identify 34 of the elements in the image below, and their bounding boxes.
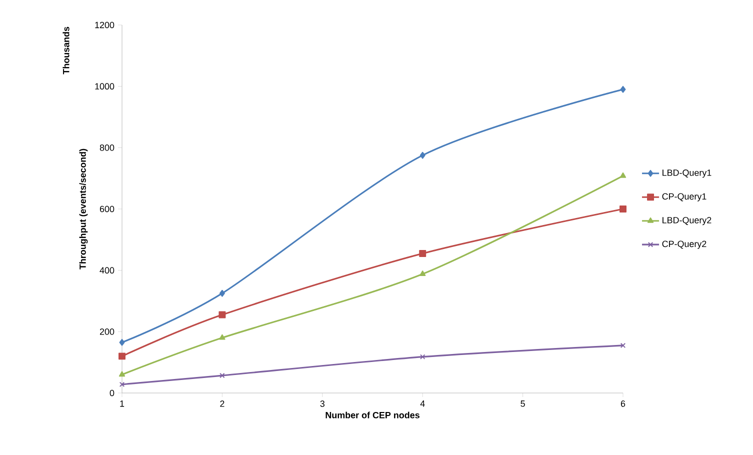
- y-tick-label: 0: [110, 390, 114, 396]
- point: [220, 372, 225, 378]
- x-tick-label: 5: [520, 400, 525, 407]
- point: [419, 250, 426, 257]
- point: [420, 270, 426, 276]
- x-tick-label: 4: [420, 400, 425, 407]
- point: [420, 152, 426, 159]
- legend-label: CP-Query2: [662, 240, 706, 249]
- point: [118, 352, 126, 360]
- y-tick-label: 800: [100, 144, 114, 151]
- point: [420, 354, 426, 360]
- legend-label: CP-Query1: [662, 193, 706, 202]
- y-axis-title: Throughput (events/second): [79, 148, 88, 270]
- point: [119, 338, 125, 346]
- point: [218, 311, 226, 318]
- y-tick-label: 600: [100, 206, 114, 212]
- y-tick-label: 200: [100, 328, 114, 335]
- y-tick-label: 1200: [95, 22, 114, 28]
- x-tick-label: 6: [620, 400, 626, 407]
- legend-label: LBD-Query1: [662, 170, 712, 178]
- x-axis-title: Number of CEP nodes: [326, 412, 420, 418]
- y-tick-label: 1000: [95, 83, 114, 90]
- legend-label: LBD-Query2: [662, 216, 712, 226]
- point: [219, 290, 225, 297]
- x-tick-label: 1: [120, 400, 124, 407]
- x-tick-label: 3: [320, 400, 324, 407]
- point: [118, 371, 126, 377]
- point: [620, 86, 626, 93]
- x-tick-label: 2: [220, 400, 224, 407]
- y-tick-label: 400: [100, 267, 114, 274]
- point: [620, 172, 626, 178]
- point: [620, 206, 626, 212]
- text: Thousands: [62, 26, 70, 74]
- point: [219, 334, 226, 340]
